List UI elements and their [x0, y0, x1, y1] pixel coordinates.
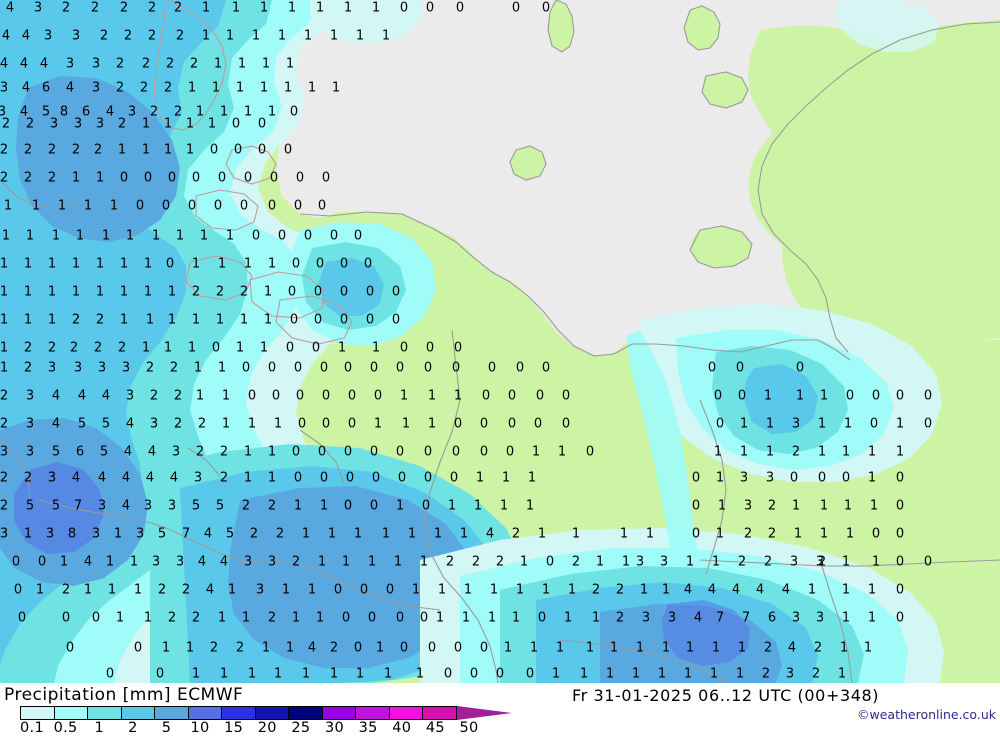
- coastlines-and-borders: [0, 0, 1000, 683]
- land-hiiumaa: [702, 72, 748, 108]
- colorbar-tick-50: 50: [459, 720, 479, 736]
- precip-band-5-south: [228, 486, 472, 668]
- colorbar-swatch-4: [155, 707, 189, 719]
- colorbar-tick-1: 1: [94, 720, 104, 736]
- precip-band-7-se-core: [662, 600, 750, 666]
- colorbar-swatch-8: [289, 707, 323, 719]
- precip-band-0.1-top: [310, 0, 424, 44]
- land-gotland: [684, 6, 720, 50]
- colorbar-tick-15: 15: [224, 720, 244, 736]
- colorbar-tick-0-5: 0.5: [53, 720, 78, 736]
- colorbar-swatch-6: [222, 707, 256, 719]
- colorbar-tick-20: 20: [257, 720, 277, 736]
- colorbar-tick-25: 25: [291, 720, 311, 736]
- colorbar-tick-0-1: 0.1: [20, 720, 44, 736]
- colorbar-swatch-9: [322, 707, 357, 719]
- map-footer: Precipitation [mm] ECMWF Fr 31-01-2025 0…: [0, 683, 1000, 736]
- land-bornholm: [510, 146, 546, 180]
- precip-band-8-sw-core: [14, 462, 104, 554]
- precip-band-5-nw-core: [16, 76, 180, 242]
- colorbar-tick-35: 35: [358, 720, 378, 736]
- colorbar-swatch-12: [423, 707, 456, 719]
- colorbar-swatch-3: [121, 707, 156, 719]
- colorbar-swatch-11: [389, 707, 424, 719]
- colorbar-swatch-5: [188, 707, 223, 719]
- colorbar-swatch-0: [21, 707, 55, 719]
- colorbar-swatch-1: [54, 707, 89, 719]
- land-oland: [548, 0, 574, 52]
- colorbar-tick-labels: 0.1 0.5 1 2 5 10 15 20 25 30 35 40 45 50: [0, 720, 540, 736]
- precip-band-0.1-topright: [834, 0, 940, 52]
- colorbar-tick-30: 30: [325, 720, 345, 736]
- map-canvas: [0, 0, 1000, 683]
- forecast-datetime: Fr 31-01-2025 06..12 UTC (00+348): [572, 686, 880, 705]
- precip-band-corridor-ne: [626, 330, 700, 560]
- colorbar-tick-2: 2: [128, 720, 138, 736]
- land-saaremaa: [690, 226, 752, 268]
- colorbar-overflow-arrow: [457, 706, 512, 720]
- colorbar[interactable]: [20, 706, 457, 720]
- colorbar-swatch-7: [255, 707, 290, 719]
- colorbar-swatch-2: [88, 707, 122, 719]
- legend-title: Precipitation [mm] ECMWF: [4, 685, 244, 705]
- colorbar-swatch-10: [356, 707, 390, 719]
- colorbar-tick-45: 45: [425, 720, 445, 736]
- colorbar-tick-40: 40: [392, 720, 412, 736]
- copyright-notice: ©weatheronline.co.uk: [857, 707, 996, 722]
- precipitation-field: [0, 0, 944, 683]
- colorbar-tick-10: 10: [190, 720, 210, 736]
- precip-band-2-central: [318, 258, 384, 316]
- colorbar-tick-5: 5: [161, 720, 172, 736]
- precip-band-2-ne: [744, 364, 818, 434]
